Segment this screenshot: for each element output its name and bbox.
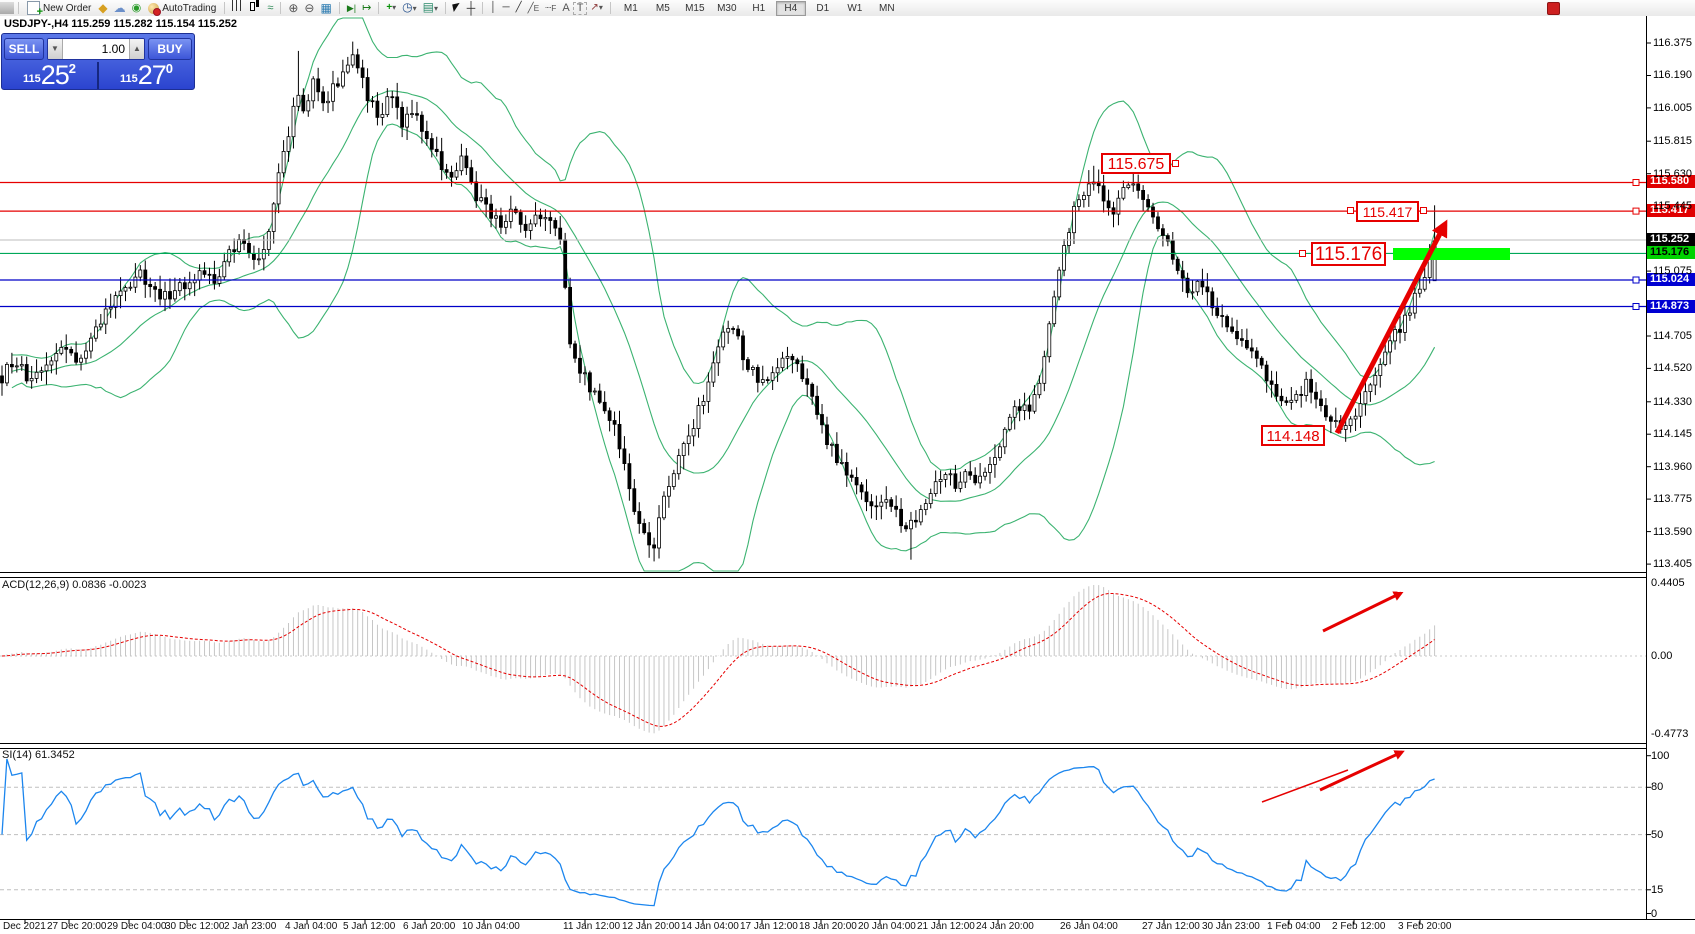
period-icon[interactable]: ◷▾ — [402, 0, 417, 14]
autotrading-button[interactable]: AutoTrading — [144, 1, 220, 16]
market-watch-icon[interactable]: ◆ — [98, 1, 108, 15]
text-label-icon[interactable]: T — [572, 1, 588, 15]
macd-indicator-label: ACD(12,26,9) 0.0836 -0.0023 — [2, 579, 147, 591]
volume-spinner: ▼ 1.00 ▲ — [47, 37, 145, 60]
toolbar-separator — [338, 2, 340, 14]
arrow-tools-icon[interactable]: ↗▾ — [590, 2, 603, 13]
buy-price-display[interactable]: 115270 — [99, 60, 194, 90]
data-window-icon[interactable]: ☁ — [113, 1, 126, 15]
buy-price-main: 27 — [137, 60, 167, 90]
autotrading-label: AutoTrading — [162, 2, 217, 14]
new-order-label: New Order — [43, 2, 92, 14]
macd-arrow[interactable] — [1322, 591, 1404, 633]
macd-panel-separator[interactable] — [0, 572, 1646, 578]
timeframe-m5[interactable]: M5 — [655, 2, 670, 14]
buy-price-handle: 115 — [119, 73, 138, 85]
sell-price-pip: 2 — [68, 61, 77, 76]
chart-window[interactable]: 115.580 115.417 115.252 115.176 115.024 114.8… — [0, 16, 1695, 934]
vertical-line-icon[interactable]: │ — [490, 2, 497, 13]
tile-windows-icon[interactable]: ▦ — [320, 1, 332, 15]
zoom-in-icon[interactable]: ⊕ — [288, 1, 299, 15]
line-chart-icon[interactable]: ≈ — [267, 2, 274, 14]
chart-right-border — [1646, 16, 1647, 919]
horizontal-levels[interactable] — [0, 179, 1646, 310]
volume-decrease-button[interactable]: ▼ — [48, 38, 63, 59]
toolbar-separator — [378, 2, 380, 14]
timeframe-d1[interactable]: D1 — [816, 2, 830, 14]
macd-axis-min: -0.4773 — [1651, 728, 1689, 740]
bar-chart-icon[interactable] — [229, 0, 246, 16]
zoom-out-icon[interactable]: ⊖ — [304, 1, 315, 15]
horizontal-line-icon[interactable]: ─ — [502, 2, 510, 13]
auto-scroll-icon[interactable]: ▶| — [346, 3, 357, 13]
green-zone-rectangle[interactable] — [1393, 248, 1510, 260]
toolbar: + New Order ◆ ☁ ◉ AutoTrading ≈ ⊕ ⊖ ▦ ▶|… — [0, 0, 1695, 18]
timeframe-m15[interactable]: M15 — [685, 2, 705, 14]
timeframe-h4[interactable]: H4 — [775, 0, 806, 16]
rsi-arrow[interactable] — [1319, 750, 1405, 792]
red-indicator-icon[interactable] — [1547, 2, 1560, 15]
sell-price-display[interactable]: 115252 — [2, 60, 99, 90]
chart-title: USDJPY-,H4 115.259 115.282 115.154 115.2… — [4, 18, 238, 30]
signal-icon[interactable]: ◉ — [131, 2, 142, 14]
sell-button[interactable]: SELL — [4, 37, 44, 60]
macd-histogram — [6, 585, 1436, 734]
text-icon[interactable]: A — [562, 2, 570, 14]
trendline-icon[interactable]: ╱ — [515, 2, 522, 13]
fibonacci-icon[interactable]: ┈F — [545, 2, 557, 14]
new-order-icon: + — [27, 1, 43, 18]
timeframe-m30[interactable]: M30 — [717, 2, 737, 14]
macd-axis-max: 0.4405 — [1651, 577, 1685, 589]
macd-signal-line — [1, 593, 1435, 727]
buy-button[interactable]: BUY — [148, 37, 192, 60]
sell-price-main: 25 — [40, 60, 70, 90]
candlestick-chart-icon[interactable] — [246, 0, 264, 17]
timeframe-toolbar: M1 M5 M15 M30 H1 H4 D1 W1 MN — [615, 0, 903, 16]
volume-input[interactable]: 1.00 — [101, 41, 125, 56]
chart-shift-icon[interactable]: ↦ — [362, 2, 372, 14]
toolbar-separator — [280, 2, 282, 14]
equidistant-channel-icon[interactable]: ╱E — [527, 2, 540, 14]
autotrading-icon — [148, 2, 162, 16]
toolbar-separator — [18, 2, 19, 14]
candlesticks — [0, 41, 1437, 562]
one-click-trading-panel: SELL ▼ 1.00 ▲ BUY 115252 115270 — [1, 33, 195, 90]
bollinger-bands — [11, 17, 1436, 572]
toolbar-separator — [224, 2, 226, 14]
timeframe-w1[interactable]: W1 — [847, 2, 863, 14]
timeframe-m1[interactable]: M1 — [623, 2, 638, 14]
toolbar-separator — [609, 2, 611, 14]
template-icon[interactable]: ▤▾ — [422, 0, 439, 14]
rsi-panel-separator[interactable] — [0, 743, 1646, 749]
rsi-line — [1, 758, 1435, 907]
volume-increase-button[interactable]: ▲ — [129, 38, 144, 59]
buy-price-pip: 0 — [165, 61, 174, 76]
partial-icon — [0, 2, 14, 14]
sell-price-handle: 115 — [22, 73, 41, 85]
timeframe-h1[interactable]: H1 — [752, 2, 766, 14]
new-chart-icon[interactable]: +▾ — [386, 2, 397, 13]
crosshair-icon[interactable]: ┼ — [466, 1, 476, 15]
timeframe-mn[interactable]: MN — [879, 2, 895, 14]
new-order-button[interactable]: + New Order — [23, 1, 95, 18]
toolbar-separator — [482, 2, 484, 14]
toolbar-separator — [445, 2, 447, 14]
time-axis-border — [0, 919, 1695, 920]
trend-arrow[interactable] — [1334, 219, 1448, 435]
rsi-trendline[interactable] — [1261, 769, 1349, 803]
rsi-indicator-label: SI(14) 61.3452 — [2, 749, 75, 761]
macd-axis-zero: 0.00 — [1651, 650, 1673, 662]
